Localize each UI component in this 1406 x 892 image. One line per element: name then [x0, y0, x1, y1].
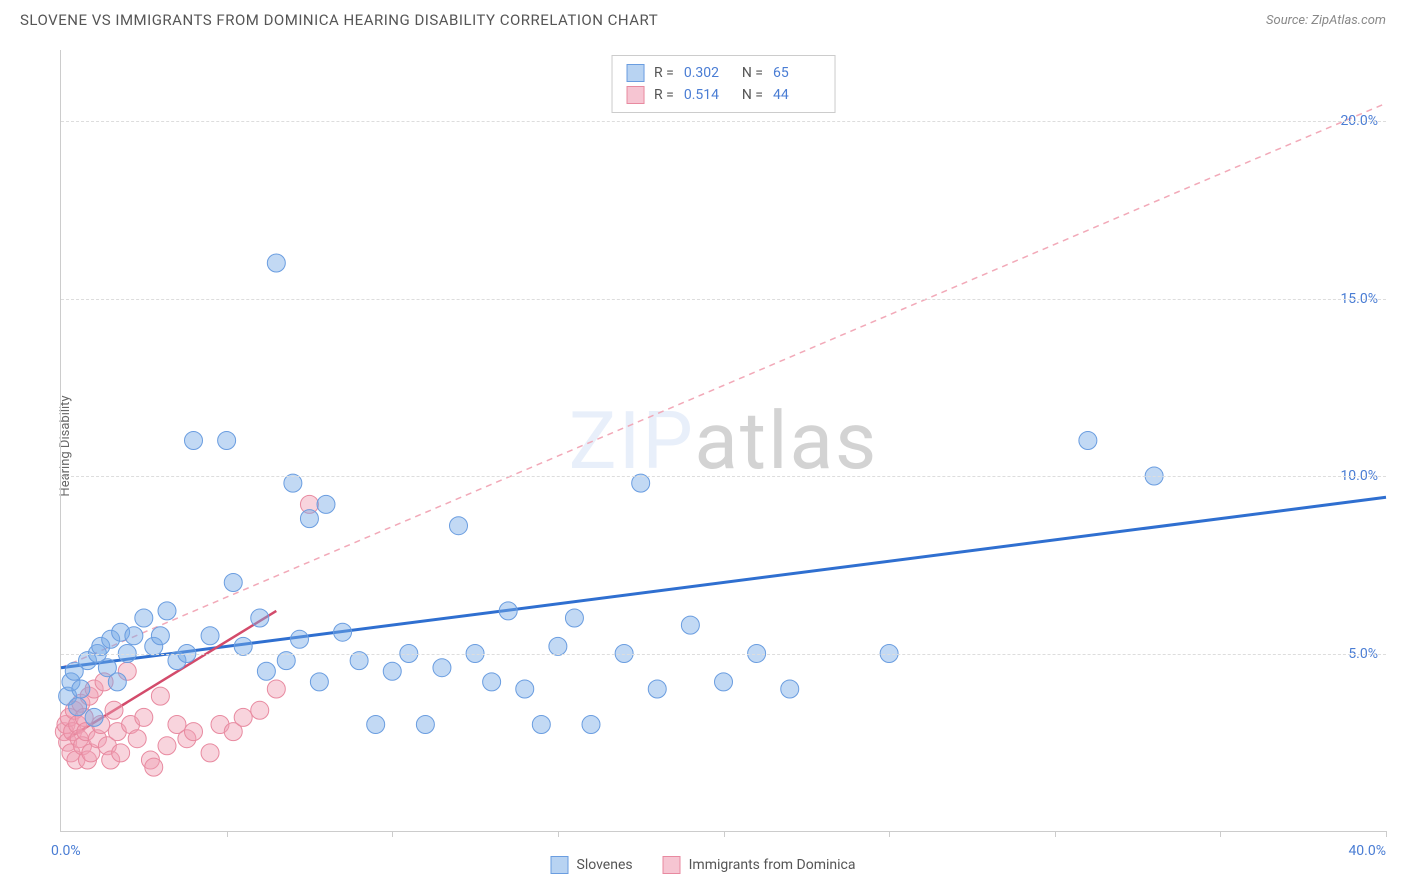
legend-item-slovenes: Slovenes: [551, 856, 633, 874]
chart-title: SLOVENE VS IMMIGRANTS FROM DOMINICA HEAR…: [20, 11, 658, 29]
r-label: R =: [654, 87, 674, 103]
gridline: [61, 299, 1386, 300]
swatch-slovenes-icon: [551, 856, 569, 874]
gridline: [61, 121, 1386, 122]
swatch-immigrants-icon: [663, 856, 681, 874]
x-tick: [1386, 831, 1387, 837]
x-tick: [889, 831, 890, 837]
x-tick: [558, 831, 559, 837]
x-tick: [724, 831, 725, 837]
x-tick: [227, 831, 228, 837]
legend-item-immigrants: Immigrants from Dominica: [663, 856, 856, 874]
n-label: N =: [742, 65, 763, 81]
chart-plot-area: ZIPatlas 5.0%10.0%15.0%20.0% R = 0.302 N…: [60, 50, 1386, 832]
x-tick: [1220, 831, 1221, 837]
legend-label-slovenes: Slovenes: [577, 857, 633, 873]
gridline: [61, 476, 1386, 477]
x-axis-max-label: 40.0%: [1348, 843, 1386, 859]
scatter-plot-svg: [61, 50, 1386, 831]
legend-label-immigrants: Immigrants from Dominica: [689, 857, 856, 873]
n-label: N =: [742, 87, 763, 103]
series-legend: Slovenes Immigrants from Dominica: [551, 856, 856, 874]
x-tick: [1055, 831, 1056, 837]
gridline: [61, 654, 1386, 655]
source-attribution: Source: ZipAtlas.com: [1266, 13, 1386, 28]
stats-row-immigrants: R = 0.514 N = 44: [626, 84, 821, 106]
n-value-slovenes: 65: [773, 65, 821, 81]
swatch-immigrants: [626, 86, 644, 104]
r-value-immigrants: 0.514: [684, 87, 732, 103]
x-tick: [392, 831, 393, 837]
r-value-slovenes: 0.302: [684, 65, 732, 81]
swatch-slovenes: [626, 64, 644, 82]
n-value-immigrants: 44: [773, 87, 821, 103]
stats-legend: R = 0.302 N = 65 R = 0.514 N = 44: [611, 55, 836, 113]
x-axis-min-label: 0.0%: [51, 843, 81, 859]
r-label: R =: [654, 65, 674, 81]
stats-row-slovenes: R = 0.302 N = 65: [626, 62, 821, 84]
